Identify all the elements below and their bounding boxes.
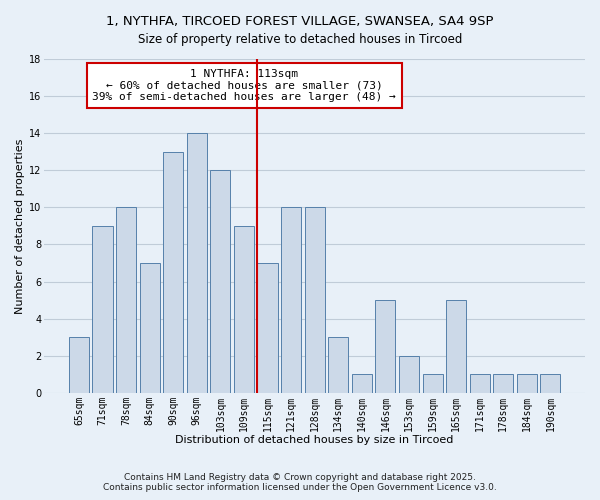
- Bar: [257, 263, 278, 393]
- X-axis label: Distribution of detached houses by size in Tircoed: Distribution of detached houses by size …: [175, 435, 454, 445]
- Text: Size of property relative to detached houses in Tircoed: Size of property relative to detached ho…: [138, 32, 462, 46]
- Bar: [422, 374, 443, 393]
- Bar: [376, 300, 395, 393]
- Bar: [116, 208, 136, 393]
- Bar: [92, 226, 113, 393]
- Bar: [234, 226, 254, 393]
- Text: 1, NYTHFA, TIRCOED FOREST VILLAGE, SWANSEA, SA4 9SP: 1, NYTHFA, TIRCOED FOREST VILLAGE, SWANS…: [106, 15, 494, 28]
- Bar: [305, 208, 325, 393]
- Bar: [446, 300, 466, 393]
- Text: Contains HM Land Registry data © Crown copyright and database right 2025.
Contai: Contains HM Land Registry data © Crown c…: [103, 473, 497, 492]
- Text: 1 NYTHFA: 113sqm
← 60% of detached houses are smaller (73)
39% of semi-detached : 1 NYTHFA: 113sqm ← 60% of detached house…: [92, 69, 396, 102]
- Y-axis label: Number of detached properties: Number of detached properties: [15, 138, 25, 314]
- Bar: [352, 374, 372, 393]
- Bar: [211, 170, 230, 393]
- Bar: [493, 374, 513, 393]
- Bar: [163, 152, 183, 393]
- Bar: [328, 337, 348, 393]
- Bar: [517, 374, 537, 393]
- Bar: [187, 133, 207, 393]
- Bar: [470, 374, 490, 393]
- Bar: [399, 356, 419, 393]
- Bar: [541, 374, 560, 393]
- Bar: [69, 337, 89, 393]
- Bar: [281, 208, 301, 393]
- Bar: [140, 263, 160, 393]
